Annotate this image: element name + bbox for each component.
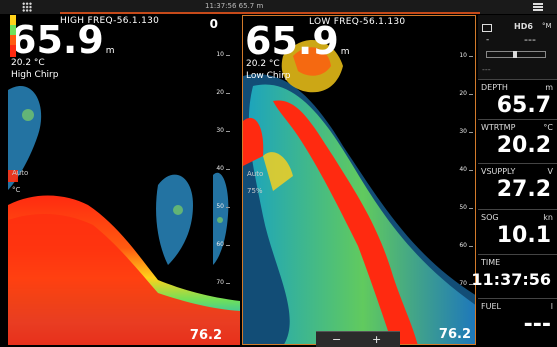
depth-tick-mark xyxy=(469,170,473,171)
cell-divider xyxy=(478,209,557,210)
depth-tick-label: 60 xyxy=(459,242,467,249)
auto-gain-label: Auto xyxy=(12,169,29,177)
range-top: 0 xyxy=(209,17,218,31)
data-cell-fuel[interactable]: FUEL l --- xyxy=(478,302,557,342)
bottom-echo xyxy=(273,100,418,344)
depth-tick-mark xyxy=(469,246,473,247)
data-cell-wtrtmp[interactable]: WTRTMP °C 20.2 xyxy=(478,123,557,163)
chirp-mode: Low Chirp xyxy=(246,71,291,81)
auto-gain-label: Auto xyxy=(247,170,264,178)
auto-pct-label: 75% xyxy=(247,187,263,195)
depth-tick-label: 10 xyxy=(216,51,224,58)
water-temperature: 20.2 °C xyxy=(246,59,280,69)
source-unit: °M xyxy=(542,22,552,30)
depth-tick-label: 30 xyxy=(216,127,224,134)
top-bar: 11:37:56 65.7 m xyxy=(0,0,557,14)
depth-tick-label: 20 xyxy=(216,89,224,96)
cell-label: VSUPPLY xyxy=(481,167,516,176)
depth-tick-mark xyxy=(226,93,230,94)
data-cell-vsupply[interactable]: VSUPPLY V 27.2 xyxy=(478,167,557,207)
source-right-value: --- xyxy=(524,33,536,46)
depth-tick-label: 50 xyxy=(216,203,224,210)
depth-tick-mark xyxy=(226,245,230,246)
cell-value: 11:37:56 xyxy=(471,270,551,289)
data-sidebar: HD6 °M - --- --- DEPTH m 65.7 WTRTMP °C 20.2 V… xyxy=(471,15,557,346)
depth-tick-label: 30 xyxy=(459,128,467,135)
auto-c-label: °C xyxy=(12,186,21,194)
cell-divider xyxy=(478,79,557,80)
zoom-controls: − + xyxy=(316,331,400,347)
cell-divider xyxy=(478,163,557,164)
low-freq-sonar-panel[interactable]: LOW FREQ-56.1.130 65.9 m 20.2 °C Low Chir… xyxy=(242,15,476,345)
depth-tick-label: 20 xyxy=(459,90,467,97)
depth-tick-label: 50 xyxy=(459,204,467,211)
cell-label: DEPTH xyxy=(481,83,508,92)
menu-icon[interactable] xyxy=(533,3,543,11)
source-header[interactable]: HD6 °M - --- --- xyxy=(478,15,557,79)
cell-unit: V xyxy=(547,167,553,176)
cell-label: SOG xyxy=(481,213,499,222)
data-cell-depth[interactable]: DEPTH m 65.7 xyxy=(478,83,557,123)
depth-tick-mark xyxy=(469,56,473,57)
source-name: HD6 xyxy=(514,22,533,31)
low-freq-echogram xyxy=(243,39,475,344)
cell-label: FUEL xyxy=(481,302,501,311)
cell-label: WTRTMP xyxy=(481,123,516,132)
depth-tick-mark xyxy=(226,207,230,208)
cell-value: 20.2 xyxy=(496,133,551,158)
depth-tick-label: 60 xyxy=(216,241,224,248)
range-bottom: 76.2 xyxy=(189,328,222,343)
cell-unit: m xyxy=(545,83,553,92)
source-left-value: - xyxy=(486,35,490,45)
zoom-in-button[interactable]: + xyxy=(372,333,382,346)
panel-title: LOW FREQ-56.1.130 xyxy=(309,17,406,27)
depth-tick-label: 40 xyxy=(216,165,224,172)
grid-icon[interactable] xyxy=(22,2,32,12)
cell-divider xyxy=(478,298,557,299)
cell-value: 10.1 xyxy=(496,223,551,248)
cell-unit: l xyxy=(550,302,553,311)
depth-colorbar xyxy=(10,15,16,57)
depth-tick-mark xyxy=(469,284,473,285)
cell-unit: kn xyxy=(543,213,553,222)
source-extra: --- xyxy=(482,65,491,74)
depth-tick-mark xyxy=(226,55,230,56)
cell-unit: °C xyxy=(543,123,553,132)
status-clock: 11:37:56 65.7 m xyxy=(205,2,264,10)
depth-tick-label: 70 xyxy=(216,279,224,286)
depth-tick-mark xyxy=(226,169,230,170)
depth-readout: 65.9 m xyxy=(245,19,350,63)
data-cell-sog[interactable]: SOG kn 10.1 xyxy=(478,213,557,253)
depth-tick-label: 10 xyxy=(459,52,467,59)
depth-tick-label: 70 xyxy=(459,280,467,287)
heading-scale-icon xyxy=(486,51,546,58)
depth-tick-mark xyxy=(469,94,473,95)
range-bottom: 76.2 xyxy=(438,327,471,342)
chirp-mode: High Chirp xyxy=(11,70,59,80)
cell-value: --- xyxy=(523,312,551,337)
depth-tick-mark xyxy=(469,132,473,133)
data-cell-time[interactable]: TIME 11:37:56 xyxy=(471,258,557,298)
cell-divider xyxy=(478,254,557,255)
depth-tick-mark xyxy=(226,131,230,132)
panel-title: HIGH FREQ-56.1.130 xyxy=(60,16,160,26)
depth-readout: 65.9 m xyxy=(10,18,115,62)
depth-tick-label: 40 xyxy=(459,166,467,173)
cell-divider xyxy=(478,119,557,120)
depth-tick-mark xyxy=(226,283,230,284)
message-icon[interactable] xyxy=(482,24,492,32)
water-temperature: 20.2 °C xyxy=(11,58,45,68)
cell-value: 65.7 xyxy=(496,93,551,118)
high-freq-echogram xyxy=(8,86,240,345)
status-indicator-bar xyxy=(60,12,480,14)
cell-value: 27.2 xyxy=(496,177,551,202)
cell-label: TIME xyxy=(481,258,501,267)
zoom-out-button[interactable]: − xyxy=(332,333,342,346)
depth-tick-mark xyxy=(469,208,473,209)
high-freq-sonar-panel[interactable]: HIGH FREQ-56.1.130 65.9 m 20.2 °C High Ch… xyxy=(8,15,240,345)
